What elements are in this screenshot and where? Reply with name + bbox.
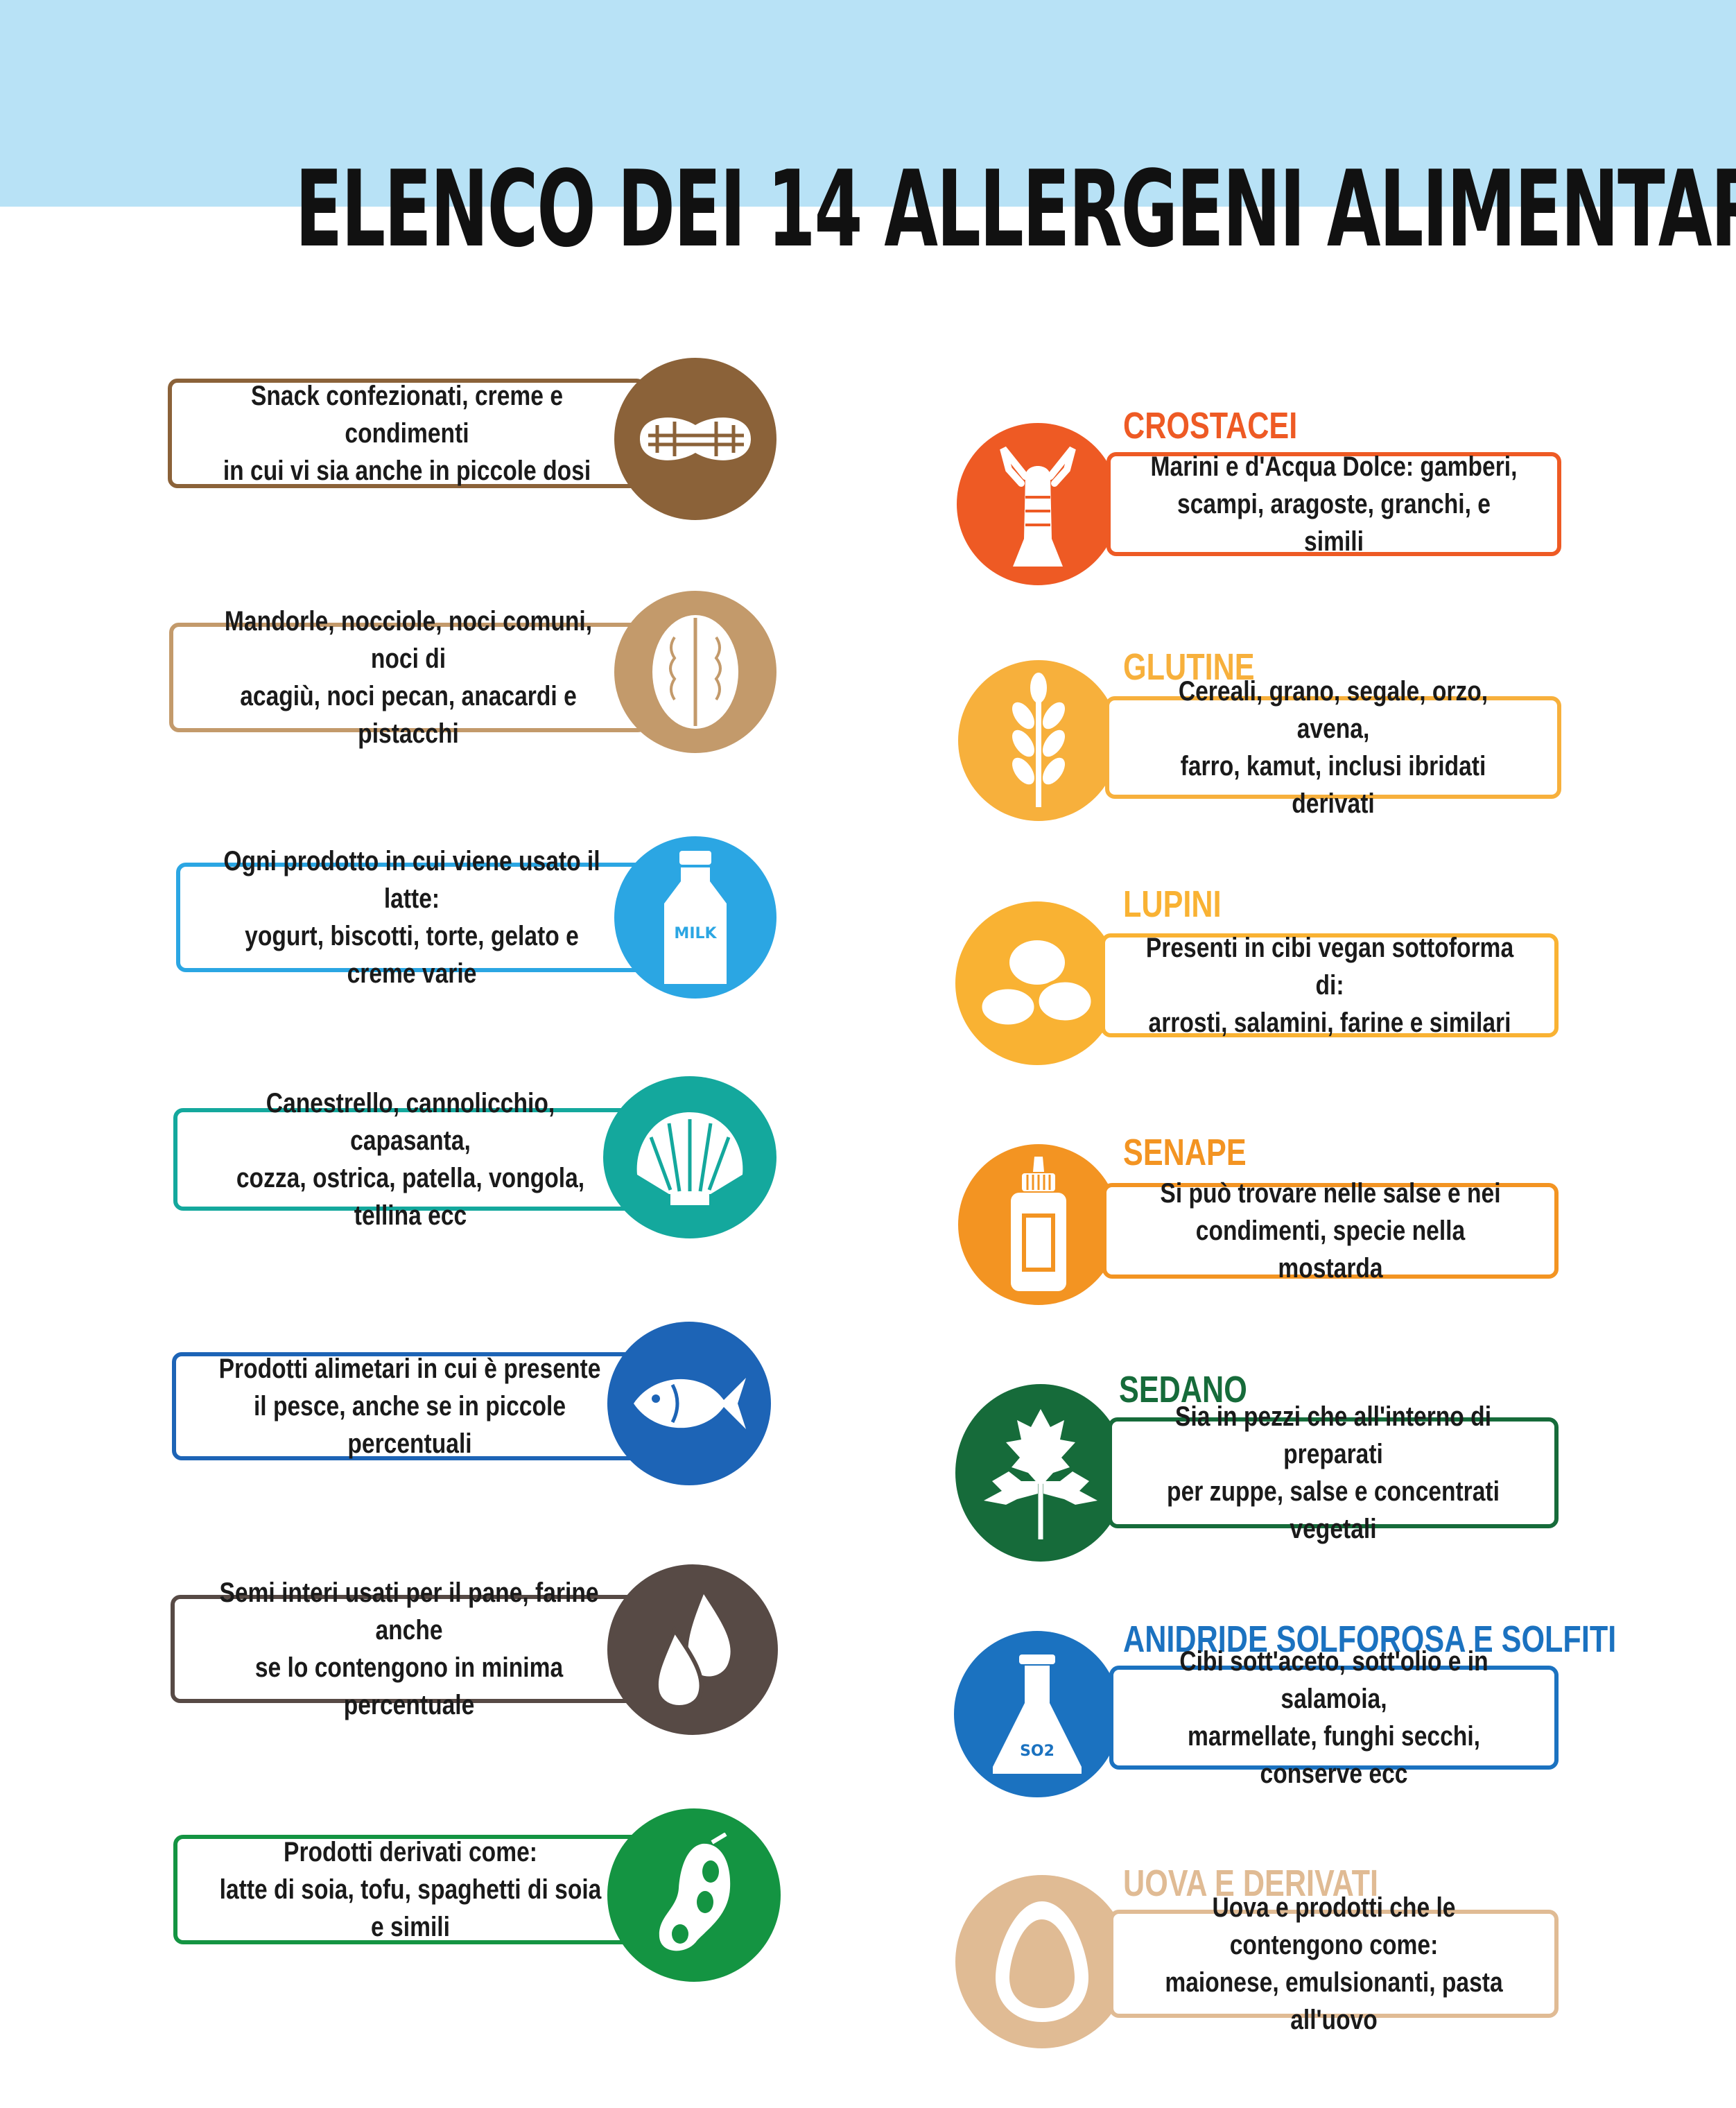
fish-icon: [634, 1378, 746, 1429]
allergen-description-box: Ogni prodotto in cui viene usato il latt…: [176, 846, 648, 989]
allergen-description-box: Uova e prodotti che le contengono come: …: [1109, 1892, 1559, 2035]
allergen-label: GLUTINE: [1123, 646, 1255, 688]
allergen-icon-circle: [607, 1564, 778, 1735]
allergen-icon-circle: [955, 901, 1119, 1065]
allergen-description-box: Si può trovare nelle salse e nei condime…: [1102, 1178, 1559, 1284]
allergen-description-box: Prodotti alimetari in cui è presente il …: [172, 1352, 648, 1460]
allergen-description: Semi interi usati per il pane, farine an…: [219, 1578, 599, 1720]
wheat-icon: [1012, 673, 1065, 807]
allergen-icon-circle: [614, 591, 776, 753]
allergen-description: Prodotti alimetari in cui è presente il …: [218, 1354, 601, 1459]
allergen-icon-circle: [614, 358, 776, 520]
allergen-description: Ogni prodotto in cui viene usato il latt…: [223, 846, 600, 989]
allergen-description-box: Marini e d'Acqua Dolce: gamberi, scampi,…: [1106, 451, 1561, 557]
allergen-icon-circle: [955, 1384, 1126, 1562]
allergen-icon-circle: [958, 660, 1119, 821]
egg-icon: [996, 1901, 1088, 2022]
allergen-label: LUPINI: [1123, 883, 1222, 925]
allergen-description: Si può trovare nelle salse e nei condime…: [1160, 1178, 1501, 1284]
allergen-icon-circle: [607, 1808, 781, 1982]
allergen-description-box: Canestrello, cannolicchio, capasanta, co…: [173, 1088, 648, 1231]
allergen-icon-circle: [607, 1322, 771, 1485]
milk-bottle-icon: MILK: [664, 851, 727, 984]
allergen-icon-circle: SO2: [954, 1631, 1120, 1797]
soy-pod-icon: [659, 1833, 731, 1951]
allergen-label: UOVA E DERIVATI: [1123, 1863, 1379, 1904]
allergen-description: Snack confezionati, creme e condimenti i…: [223, 381, 591, 486]
allergen-description: Cereali, grano, segale, orzo, avena, far…: [1178, 676, 1488, 819]
allergen-label: CROSTACEI: [1123, 405, 1298, 447]
walnut-icon: [652, 615, 738, 729]
allergen-description: Sia in pezzi che all'interno di preparat…: [1167, 1401, 1500, 1544]
allergen-icon-circle: MILK: [614, 836, 776, 999]
allergen-description-box: Snack confezionati, creme e condimenti i…: [168, 379, 646, 488]
flask-icon: SO2: [993, 1655, 1082, 1774]
allergen-description-box: Mandorle, nocciole, noci comuni, noci di…: [169, 606, 648, 749]
header-band: [0, 0, 1736, 207]
allergen-description: Mandorle, nocciole, noci comuni, noci di…: [224, 606, 593, 749]
lupin-beans-icon: [978, 940, 1095, 1028]
mustard-bottle-icon: [1011, 1157, 1066, 1291]
allergen-icon-circle: [958, 1144, 1119, 1305]
peanut-icon: [640, 417, 751, 460]
allergen-description-box: Semi interi usati per il pane, farine an…: [171, 1578, 648, 1720]
shell-icon: [636, 1112, 743, 1205]
allergen-icon-circle: [955, 1875, 1129, 2048]
svg-text:MILK: MILK: [674, 925, 717, 942]
allergen-label: SENAPE: [1123, 1132, 1247, 1173]
allergen-description: Cibi sott'aceto, sott'olio e in salamoia…: [1179, 1646, 1488, 1789]
allergen-description-box: Presenti in cibi vegan sottoforma di: ar…: [1101, 933, 1559, 1038]
allergen-description-box: Cereali, grano, segale, orzo, avena, far…: [1105, 676, 1561, 819]
allergen-description: Presenti in cibi vegan sottoforma di: ar…: [1145, 933, 1514, 1038]
allergen-icon-circle: [603, 1076, 776, 1238]
allergen-description: Marini e d'Acqua Dolce: gamberi, scampi,…: [1150, 451, 1518, 557]
allergen-description-box: Sia in pezzi che all'interno di preparat…: [1108, 1401, 1559, 1544]
sesame-seeds-icon: [654, 1594, 731, 1709]
allergen-description: Uova e prodotti che le contengono come: …: [1165, 1892, 1503, 2035]
page-title: ELENCO DEI 14 ALLERGENI ALIMENTARI: [295, 148, 1736, 270]
celery-leaf-icon: [984, 1409, 1097, 1539]
allergen-label: ANIDRIDE SOLFOROSA E SOLFITI: [1123, 1618, 1617, 1660]
allergen-description: Canestrello, cannolicchio, capasanta, co…: [236, 1088, 585, 1231]
svg-text:SO2: SO2: [1020, 1743, 1054, 1760]
allergen-description-box: Prodotti derivati come: latte di soia, t…: [173, 1835, 648, 1944]
allergen-icon-circle: [957, 423, 1119, 585]
allergen-label: SEDANO: [1119, 1369, 1247, 1410]
allergen-description: Prodotti derivati come: latte di soia, t…: [219, 1837, 602, 1942]
crayfish-icon: [1000, 446, 1076, 567]
allergen-description-box: Cibi sott'aceto, sott'olio e in salamoia…: [1109, 1646, 1559, 1789]
